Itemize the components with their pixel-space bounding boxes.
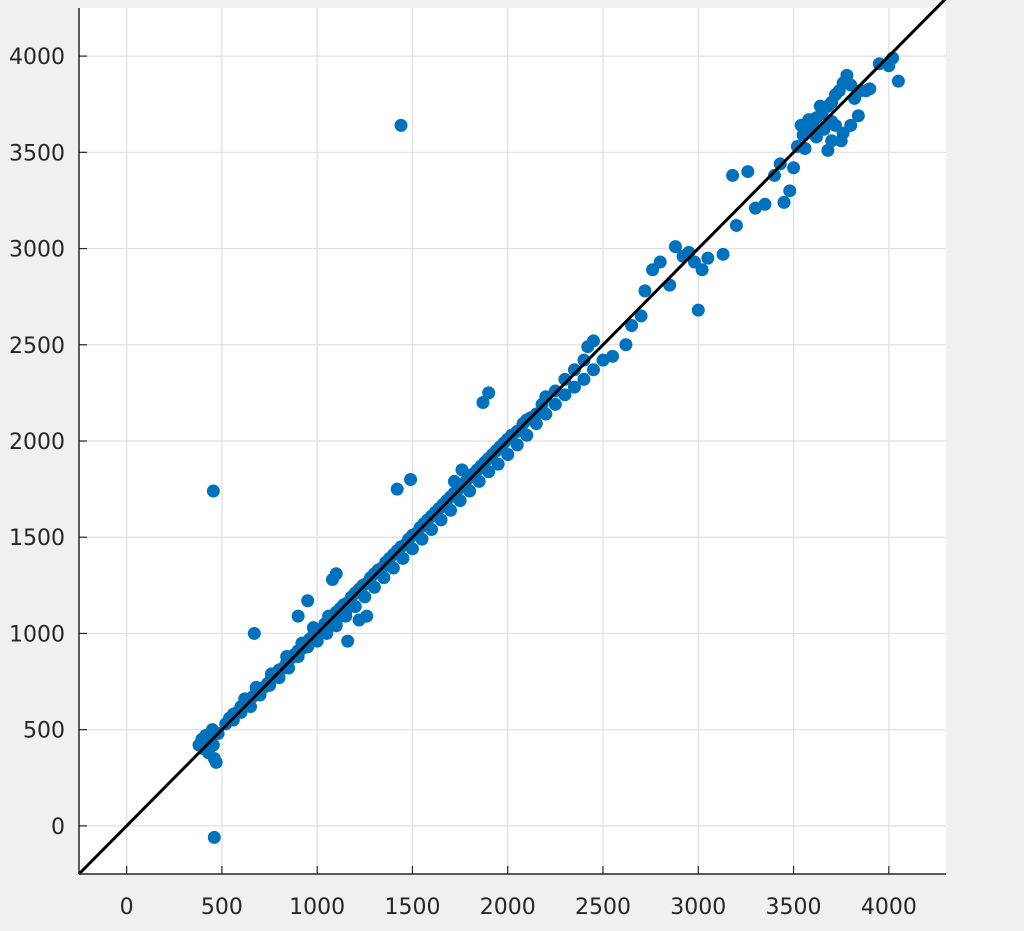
data-point <box>377 571 391 585</box>
y-tick-label: 4000 <box>9 45 65 70</box>
data-point <box>783 184 797 198</box>
data-point <box>567 380 581 394</box>
data-point <box>539 407 553 421</box>
y-tick-label: 1500 <box>9 526 65 551</box>
data-point <box>729 218 743 232</box>
data-point <box>741 165 755 179</box>
reference-line <box>77 0 947 876</box>
y-tick-label: 3000 <box>9 238 65 263</box>
data-point <box>320 626 334 640</box>
data-point <box>358 590 372 604</box>
data-point <box>360 609 374 623</box>
data-point <box>386 561 400 575</box>
data-point <box>510 438 524 452</box>
y-tick-label: 500 <box>23 719 65 744</box>
data-point <box>726 168 740 182</box>
data-point <box>581 340 595 354</box>
data-point <box>777 195 791 209</box>
data-point <box>787 161 801 175</box>
y-axis-ticks: 0 500 1000 1500 2000 2500 3000 3500 4000 <box>9 45 87 840</box>
data-point <box>206 484 220 498</box>
data-point <box>263 678 277 692</box>
data-point <box>329 567 343 581</box>
data-point <box>291 650 305 664</box>
data-point <box>247 626 261 640</box>
data-point <box>405 542 419 556</box>
data-point <box>482 465 496 479</box>
data-point <box>634 309 648 323</box>
data-point <box>716 247 730 261</box>
data-point <box>453 494 467 508</box>
data-point <box>625 319 639 333</box>
data-point <box>476 396 490 410</box>
data-point <box>548 397 562 411</box>
data-point <box>619 338 633 352</box>
y-tick-label: 1000 <box>9 622 65 647</box>
x-tick-label: 2500 <box>575 895 631 920</box>
data-point <box>558 372 572 386</box>
y-tick-label: 3500 <box>9 141 65 166</box>
data-point <box>567 363 581 377</box>
data-point <box>558 388 572 402</box>
data-point <box>404 472 418 486</box>
data-point <box>301 594 315 608</box>
data-point <box>390 482 404 496</box>
data-point <box>813 99 827 113</box>
data-point <box>339 609 353 623</box>
x-tick-label: 1500 <box>384 895 440 920</box>
data-point <box>891 74 905 88</box>
x-tick-label: 3500 <box>766 895 822 920</box>
y-tick-label: 0 <box>51 815 65 840</box>
data-point <box>209 755 223 769</box>
data-point <box>638 284 652 298</box>
data-point <box>291 609 305 623</box>
data-point <box>482 386 496 400</box>
data-point <box>844 78 858 92</box>
data-point <box>341 634 355 648</box>
x-tick-label: 1000 <box>289 895 345 920</box>
data-point <box>472 474 486 488</box>
data-point <box>577 372 591 386</box>
data-point <box>821 143 835 157</box>
data-point <box>329 619 343 633</box>
data-point <box>701 251 715 265</box>
data-point <box>586 363 600 377</box>
data-point <box>691 303 705 317</box>
x-tick-label: 4000 <box>861 895 917 920</box>
data-point <box>463 484 477 498</box>
data-point <box>207 830 221 844</box>
x-tick-label: 500 <box>201 895 243 920</box>
data-point <box>455 463 469 477</box>
data-point <box>844 118 858 132</box>
data-point <box>367 580 381 594</box>
data-point <box>434 513 448 527</box>
x-tick-label: 0 <box>120 895 134 920</box>
data-point <box>606 349 620 363</box>
data-point <box>851 109 865 123</box>
data-point <box>501 447 515 461</box>
data-point <box>529 417 543 431</box>
data-point <box>653 255 667 269</box>
data-point <box>394 118 408 132</box>
data-point <box>348 600 362 614</box>
data-point <box>695 263 709 277</box>
data-point <box>447 474 461 488</box>
data-point <box>802 113 816 127</box>
data-point <box>577 353 591 367</box>
data-point <box>859 84 873 98</box>
data-point <box>491 457 505 471</box>
data-point <box>396 551 410 565</box>
x-tick-label: 2000 <box>480 895 536 920</box>
x-axis-ticks: 0 500 1000 1500 2000 2500 3000 3500 4000 <box>120 866 917 920</box>
x-tick-label: 3000 <box>670 895 726 920</box>
data-point <box>444 503 458 517</box>
data-point <box>768 168 782 182</box>
data-point <box>668 240 682 254</box>
data-point <box>758 197 772 211</box>
y-tick-label: 2500 <box>9 334 65 359</box>
y-tick-label: 2000 <box>9 430 65 455</box>
data-point <box>206 738 220 752</box>
